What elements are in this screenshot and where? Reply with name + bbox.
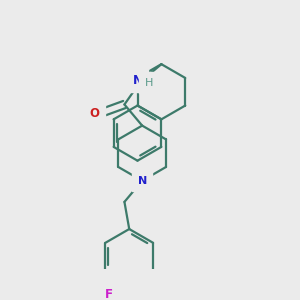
Text: H: H	[145, 77, 153, 88]
Text: F: F	[104, 287, 112, 300]
Text: N: N	[133, 74, 143, 86]
Text: N: N	[137, 176, 147, 186]
Text: O: O	[90, 107, 100, 120]
